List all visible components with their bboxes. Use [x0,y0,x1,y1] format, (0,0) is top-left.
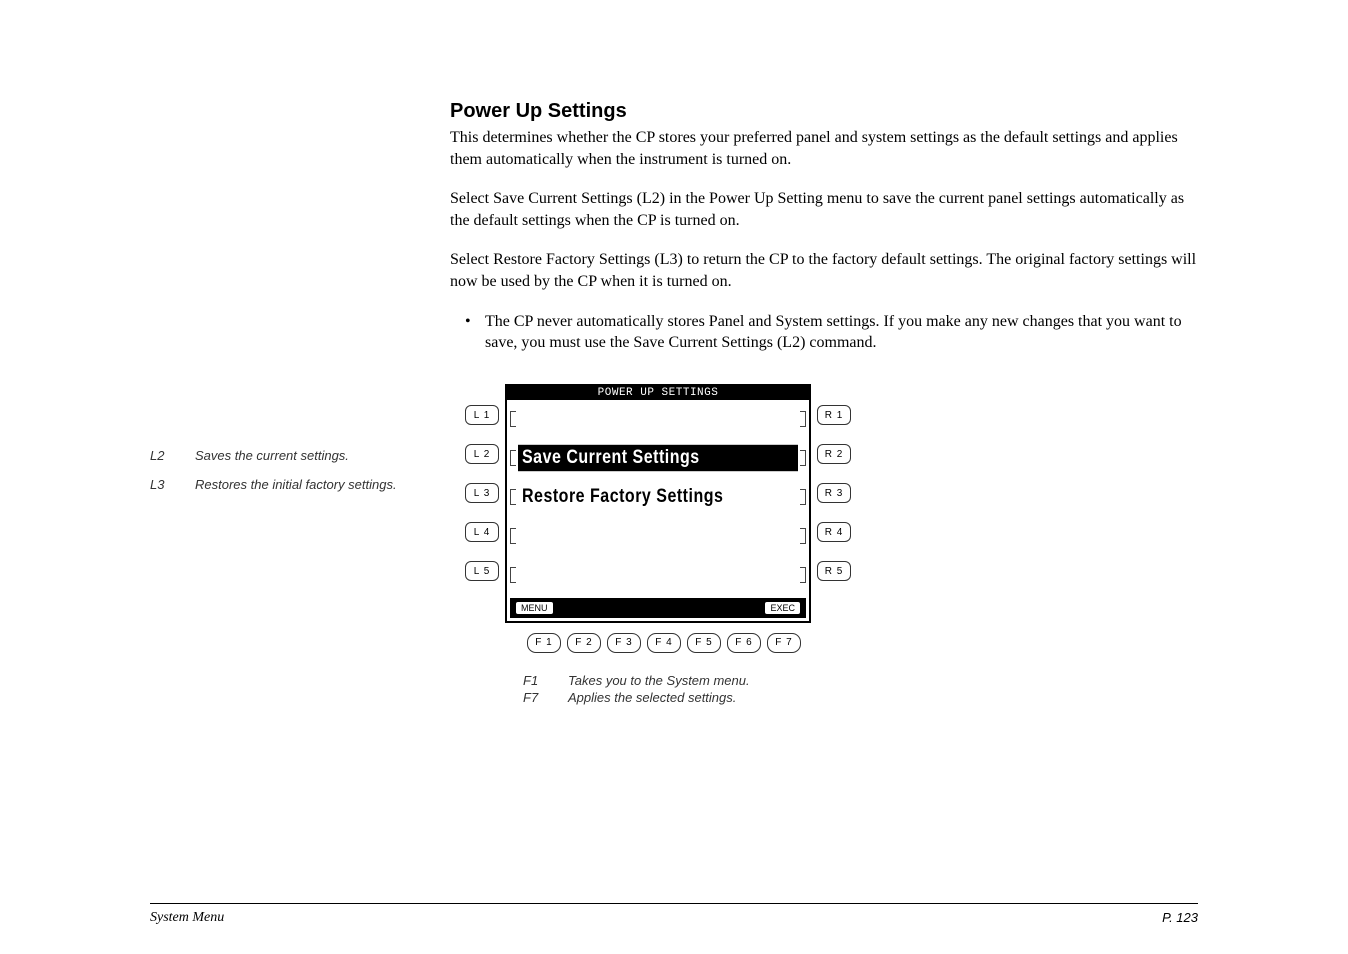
right-button-column: R 1 R 2 R 3 R 4 R 5 [817,384,851,591]
paragraph-intro: This determines whether the CP stores yo… [450,127,1198,170]
button-r3[interactable]: R 3 [817,483,851,503]
button-l3[interactable]: L 3 [465,483,499,503]
button-f1[interactable]: F 1 [527,633,561,653]
margin-notes: L2 Saves the current settings. L3 Restor… [150,448,430,506]
button-r1[interactable]: R 1 [817,405,851,425]
button-r4[interactable]: R 4 [817,522,851,542]
button-l5[interactable]: L 5 [465,561,499,581]
softkey-exec: EXEC [765,602,800,614]
button-f6[interactable]: F 6 [727,633,761,653]
fkey-note-text: Takes you to the System menu. [568,673,750,688]
softkey-menu: MENU [516,602,553,614]
lcd-row-label-save: Save Current Settings [518,445,798,471]
footer-page-number: P. 123 [1162,910,1198,926]
section-title: Power Up Settings [450,100,1198,123]
lcd-body: Save Current Settings Restore Factory Se… [507,400,809,598]
page-footer: System Menu P. 123 [150,903,1198,926]
fkey-notes: F1 Takes you to the System menu. F7 Appl… [523,673,1198,705]
button-r2[interactable]: R 2 [817,444,851,464]
margin-note-text: Restores the initial factory settings. [195,477,397,492]
fkey-note-key: F1 [523,673,568,688]
margin-note-l2: L2 Saves the current settings. [150,448,430,463]
margin-note-l3: L3 Restores the initial factory settings… [150,477,430,492]
lcd-softkey-bar: MENU EXEC [510,598,806,618]
fkey-note-key: F7 [523,690,568,705]
button-f7[interactable]: F 7 [767,633,801,653]
f-button-row: F 1 F 2 F 3 F 4 F 5 F 6 F 7 [513,633,815,653]
lcd-row-label-restore: Restore Factory Settings [518,484,798,510]
button-l1[interactable]: L 1 [465,405,499,425]
lcd-header: POWER UP SETTINGS [507,386,809,400]
paragraph-restore: Select Restore Factory Settings (L3) to … [450,249,1198,292]
lcd-diagram: L 1 L 2 L 3 L 4 L 5 POWER UP SETTINGS Sa [465,384,1198,705]
button-r5[interactable]: R 5 [817,561,851,581]
lcd-row-4 [510,517,806,556]
lcd-row-3[interactable]: Restore Factory Settings [510,478,806,517]
button-f4[interactable]: F 4 [647,633,681,653]
button-l2[interactable]: L 2 [465,444,499,464]
button-f2[interactable]: F 2 [567,633,601,653]
page: Power Up Settings This determines whethe… [0,0,1348,954]
fkey-note-f7: F7 Applies the selected settings. [523,690,1198,705]
button-f3[interactable]: F 3 [607,633,641,653]
footer-section: System Menu [150,910,224,926]
paragraph-bullet: The CP never automatically stores Panel … [465,311,1198,354]
lcd-row-5 [510,556,806,595]
paragraph-save: Select Save Current Settings (L2) in the… [450,188,1198,231]
lcd-row-2[interactable]: Save Current Settings [510,439,806,478]
lcd-screen-outer: POWER UP SETTINGS Save Current Settings [505,384,811,623]
lcd-row-1 [510,400,806,439]
left-button-column: L 1 L 2 L 3 L 4 L 5 [465,384,499,591]
margin-note-key: L3 [150,477,195,492]
fkey-note-f1: F1 Takes you to the System menu. [523,673,1198,688]
button-f5[interactable]: F 5 [687,633,721,653]
margin-note-key: L2 [150,448,195,463]
lcd-panel: L 1 L 2 L 3 L 4 L 5 POWER UP SETTINGS Sa [465,384,1198,623]
fkey-note-text: Applies the selected settings. [568,690,736,705]
lcd-screen: POWER UP SETTINGS Save Current Settings [505,384,811,623]
button-l4[interactable]: L 4 [465,522,499,542]
margin-note-text: Saves the current settings. [195,448,349,463]
